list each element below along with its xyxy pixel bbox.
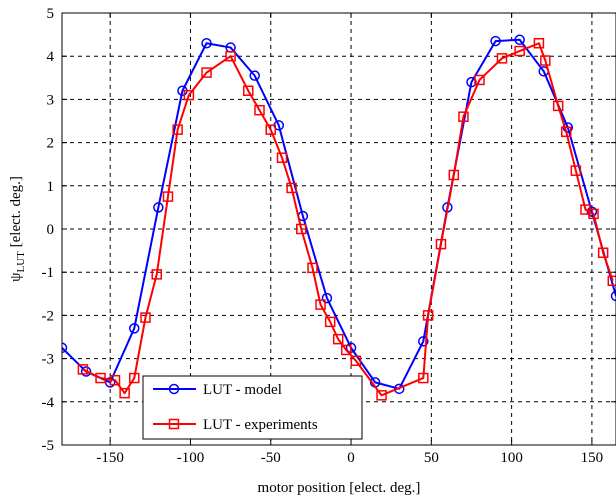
- data-point-experiments: [376, 390, 387, 401]
- data-point-model: [153, 202, 164, 213]
- data-point-experiments: [496, 53, 508, 64]
- legend-label-experiments: LUT - experiments: [203, 417, 318, 433]
- data-point-experiments: [286, 182, 297, 194]
- data-point-experiments: [607, 275, 616, 287]
- data-point-model: [610, 290, 616, 302]
- legend-box: [142, 375, 363, 440]
- y-tick-label: 1: [47, 179, 55, 195]
- legend: LUT - model LUT - experiments: [142, 375, 363, 440]
- data-point-experiments: [422, 310, 434, 321]
- x-tick-label: -100: [177, 450, 205, 466]
- tick-layer: -150 -100 -50 0 50 100 150 -5 -4 -3 -2 -1 0 1 2 3 4 5: [42, 6, 616, 466]
- data-point-experiments: [276, 152, 288, 163]
- x-tick-label: 0: [347, 450, 355, 466]
- data-point-experiments: [296, 223, 307, 235]
- data-point-experiments: [435, 238, 447, 250]
- y-axis-label-main: ψ: [8, 272, 24, 282]
- data-point-model: [80, 366, 92, 377]
- data-point-experiments: [172, 124, 183, 135]
- y-tick-label: 0: [47, 222, 55, 238]
- data-point-experiments: [201, 67, 212, 78]
- y-axis-label-rest: [elect. deg.]: [8, 176, 24, 251]
- data-point-experiments: [552, 100, 564, 112]
- data-point-experiments: [418, 372, 429, 384]
- grid-layer: [62, 13, 616, 445]
- data-point-experiments: [254, 104, 265, 116]
- data-point-experiments: [109, 374, 121, 386]
- data-point-experiments: [514, 45, 525, 57]
- data-point-experiments: [315, 299, 326, 310]
- data-point-experiments: [588, 208, 599, 220]
- data-point-experiments: [448, 169, 460, 181]
- data-point-experiments: [225, 50, 236, 62]
- series-line-model: [62, 38, 616, 390]
- data-point-experiments: [540, 55, 551, 66]
- y-tick-label: 2: [47, 136, 55, 152]
- data-point-experiments: [307, 262, 318, 274]
- x-axis-label: motor position [elect. deg.]: [258, 480, 421, 496]
- y-tick-label: 4: [47, 49, 55, 65]
- y-tick-label: -4: [42, 395, 55, 411]
- x-tick-label: -150: [96, 450, 124, 466]
- data-point-experiments: [458, 111, 469, 122]
- x-tick-label: -50: [261, 450, 281, 466]
- legend-label-model: LUT - model: [203, 382, 282, 398]
- x-tick-label: 100: [500, 450, 523, 466]
- data-point-experiments: [129, 372, 140, 384]
- data-point-model: [62, 342, 68, 354]
- data-point-model: [129, 323, 140, 334]
- data-point-model: [466, 76, 477, 88]
- data-point-model: [249, 70, 260, 81]
- legend-marker-model: [168, 383, 180, 395]
- series-line-experiments: [82, 42, 614, 397]
- y-tick-label: 5: [47, 6, 55, 22]
- data-point-experiments: [332, 333, 344, 345]
- data-point-experiments: [474, 74, 485, 86]
- data-point-experiments: [560, 126, 572, 138]
- data-point-experiments: [350, 355, 362, 367]
- y-axis-label-sub: LUT: [15, 251, 27, 273]
- data-point-experiments: [324, 316, 336, 328]
- data-point-experiments: [183, 89, 195, 101]
- data-point-experiments: [570, 165, 582, 176]
- y-tick-label: -2: [42, 308, 55, 324]
- data-point-model: [418, 336, 429, 347]
- x-tick-label: 150: [581, 450, 604, 466]
- y-tick-label: 3: [47, 92, 55, 108]
- data-point-experiments: [95, 372, 106, 384]
- data-point-model: [201, 37, 212, 49]
- data-point-experiments: [597, 247, 609, 259]
- legend-marker-experiments: [168, 418, 180, 430]
- data-point-model: [514, 34, 525, 46]
- data-point-model: [490, 35, 501, 47]
- data-point-experiments: [340, 344, 352, 356]
- y-axis-label: ψLUT [elect. deg.]: [8, 176, 27, 282]
- data-point-experiments: [77, 364, 89, 375]
- data-point-experiments: [265, 124, 277, 135]
- y-tick-label: -1: [42, 265, 55, 281]
- x-tick-label: 50: [424, 450, 439, 466]
- y-tick-label: -3: [42, 352, 55, 368]
- series-layer: [62, 34, 616, 401]
- data-point-experiments: [119, 387, 130, 399]
- data-point-experiments: [140, 312, 151, 323]
- data-point-experiments: [533, 37, 545, 49]
- y-tick-label: -5: [42, 438, 55, 454]
- data-point-experiments: [243, 85, 254, 97]
- data-point-experiments: [151, 269, 162, 280]
- data-point-model: [321, 292, 333, 304]
- data-point-experiments: [162, 191, 174, 202]
